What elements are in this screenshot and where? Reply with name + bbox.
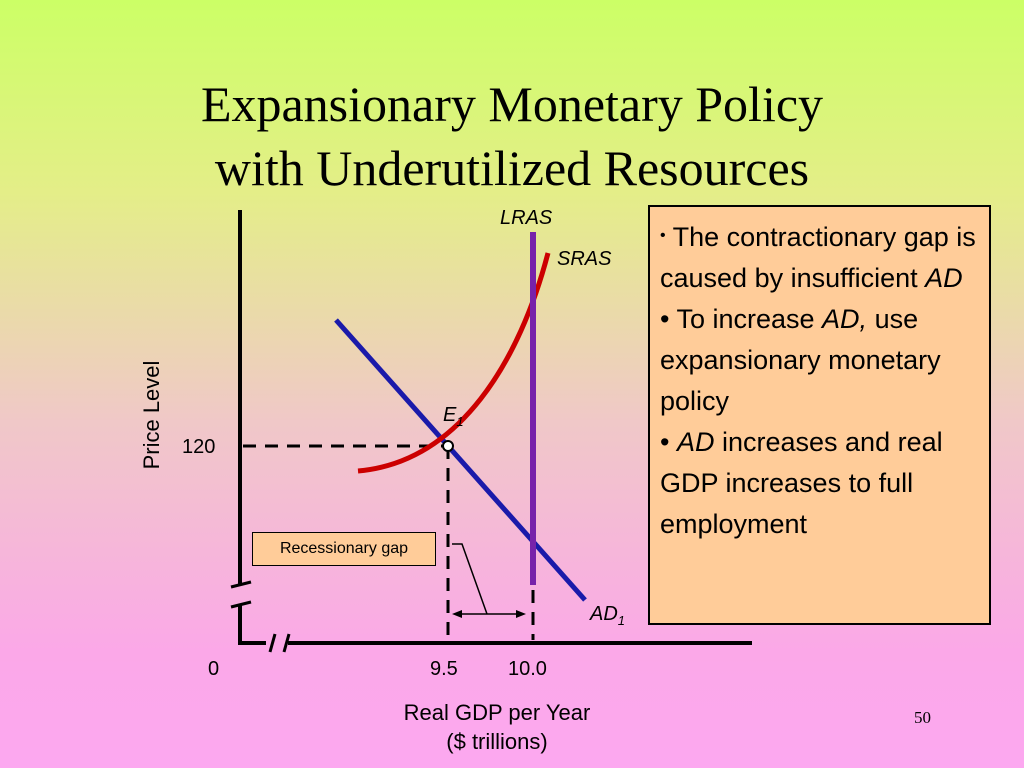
lras-label: LRAS <box>500 207 553 229</box>
sras-label: SRAS <box>557 248 612 270</box>
slide-title: Expansionary Monetary Policy with Underu… <box>0 72 1024 200</box>
y-axis-break-mark-1 <box>230 580 252 589</box>
title-line-2: with Underutilized Resources <box>214 140 810 196</box>
explanation-box: • The contractionary gap is caused by in… <box>648 205 991 625</box>
sras-curve <box>357 252 551 474</box>
recessionary-gap-box: Recessionary gap <box>252 532 436 566</box>
gap-arrow-right-head <box>516 610 526 618</box>
x-axis-label: Real GDP per Year ($ trillions) <box>404 698 591 756</box>
gap-arrow-left-head <box>452 610 462 618</box>
ad1-curve <box>334 318 587 602</box>
e1-label: E1 <box>443 404 464 429</box>
ad1-label: AD1 <box>590 603 626 628</box>
y-axis-label: Price Level <box>139 360 164 470</box>
title-line-1: Expansionary Monetary Policy <box>200 76 824 132</box>
x-tick-9-5: 9.5 <box>430 658 458 680</box>
x-tick-10-0: 10.0 <box>508 658 547 680</box>
y-tick-120: 120 <box>182 436 216 458</box>
bullet-2: • To increase AD, use expansionary monet… <box>660 304 941 416</box>
x-axis-break-mark-2 <box>282 633 291 653</box>
equilibrium-point-e1 <box>442 440 454 452</box>
x-axis-label-line-2: ($ trillions) <box>446 729 548 754</box>
x-axis-break-mark-1 <box>268 633 277 653</box>
bullet-1: • The contractionary gap is caused by in… <box>660 222 976 293</box>
page-number: 50 <box>914 708 931 727</box>
gap-pointer-line <box>452 543 488 615</box>
x-axis-label-line-1: Real GDP per Year <box>403 700 591 725</box>
origin-label: 0 <box>208 658 220 680</box>
bullet-3: • AD increases and real GDP increases to… <box>660 427 943 539</box>
